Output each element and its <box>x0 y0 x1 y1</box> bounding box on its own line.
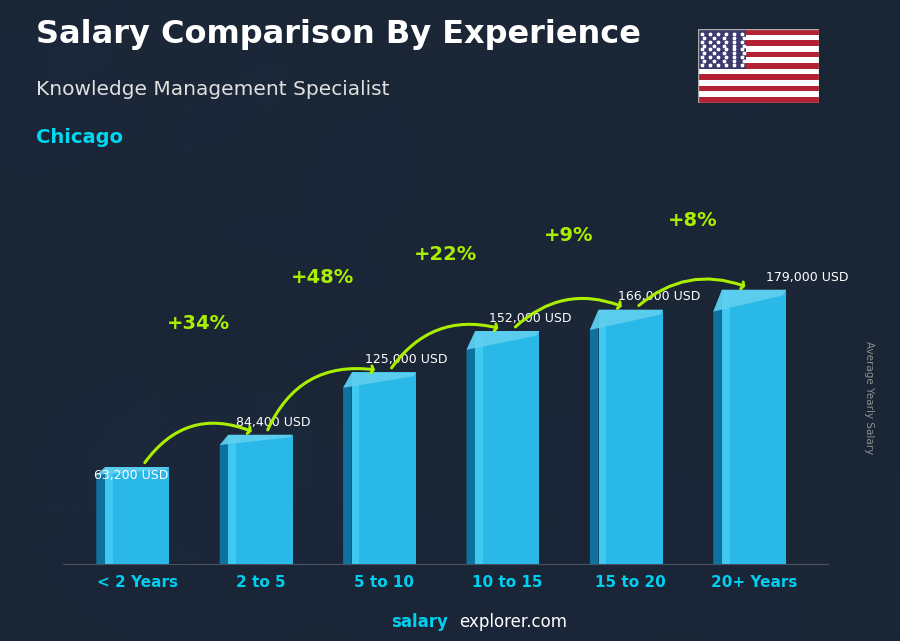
Circle shape <box>462 503 814 641</box>
Polygon shape <box>343 372 416 388</box>
Text: 179,000 USD: 179,000 USD <box>766 271 849 283</box>
Text: 84,400 USD: 84,400 USD <box>236 415 310 429</box>
Bar <box>229 435 292 564</box>
Bar <box>698 35 819 40</box>
Text: +34%: +34% <box>167 313 230 333</box>
Text: +22%: +22% <box>414 245 477 263</box>
Polygon shape <box>466 331 539 350</box>
Text: Chicago: Chicago <box>36 128 123 147</box>
Polygon shape <box>96 467 105 564</box>
Circle shape <box>50 0 285 153</box>
Bar <box>475 331 539 564</box>
Polygon shape <box>343 372 352 564</box>
Bar <box>105 467 112 564</box>
Text: Knowledge Management Specialist: Knowledge Management Specialist <box>36 80 390 99</box>
Circle shape <box>732 304 900 468</box>
Bar <box>229 435 236 564</box>
Polygon shape <box>590 310 662 330</box>
Bar <box>698 63 819 69</box>
Bar <box>698 80 819 85</box>
Bar <box>352 372 416 564</box>
Circle shape <box>31 363 310 562</box>
Polygon shape <box>220 435 229 564</box>
Bar <box>105 467 169 564</box>
Bar <box>475 331 482 564</box>
Circle shape <box>0 19 146 219</box>
Circle shape <box>160 68 426 257</box>
Bar <box>698 69 819 74</box>
Bar <box>698 85 819 91</box>
Polygon shape <box>713 290 786 312</box>
Polygon shape <box>590 310 598 564</box>
Bar <box>352 372 359 564</box>
Text: +9%: +9% <box>544 226 594 246</box>
Text: 152,000 USD: 152,000 USD <box>489 312 572 325</box>
Text: Salary Comparison By Experience: Salary Comparison By Experience <box>36 19 641 50</box>
Circle shape <box>776 469 900 633</box>
Bar <box>698 97 819 103</box>
Bar <box>698 74 819 80</box>
Text: Average Yearly Salary: Average Yearly Salary <box>863 341 874 454</box>
Bar <box>698 91 819 97</box>
Circle shape <box>122 0 318 87</box>
Bar <box>698 40 819 46</box>
Bar <box>698 46 819 51</box>
Bar <box>698 29 819 35</box>
Bar <box>598 310 662 564</box>
Circle shape <box>412 0 679 142</box>
Bar <box>698 51 819 57</box>
Text: +48%: +48% <box>291 268 354 287</box>
Text: explorer.com: explorer.com <box>459 613 567 631</box>
Text: 125,000 USD: 125,000 USD <box>365 353 448 367</box>
Text: +8%: +8% <box>668 211 717 230</box>
Bar <box>722 290 786 564</box>
Circle shape <box>513 257 627 338</box>
Polygon shape <box>96 467 169 475</box>
Text: salary: salary <box>392 613 448 631</box>
Polygon shape <box>713 290 722 564</box>
Bar <box>698 29 746 69</box>
Bar <box>698 57 819 63</box>
Circle shape <box>51 463 383 641</box>
Bar <box>598 310 607 564</box>
Text: 63,200 USD: 63,200 USD <box>94 469 168 482</box>
Bar <box>722 290 730 564</box>
Polygon shape <box>466 331 475 564</box>
Circle shape <box>137 447 477 641</box>
Polygon shape <box>220 435 292 445</box>
Text: 166,000 USD: 166,000 USD <box>618 290 700 303</box>
